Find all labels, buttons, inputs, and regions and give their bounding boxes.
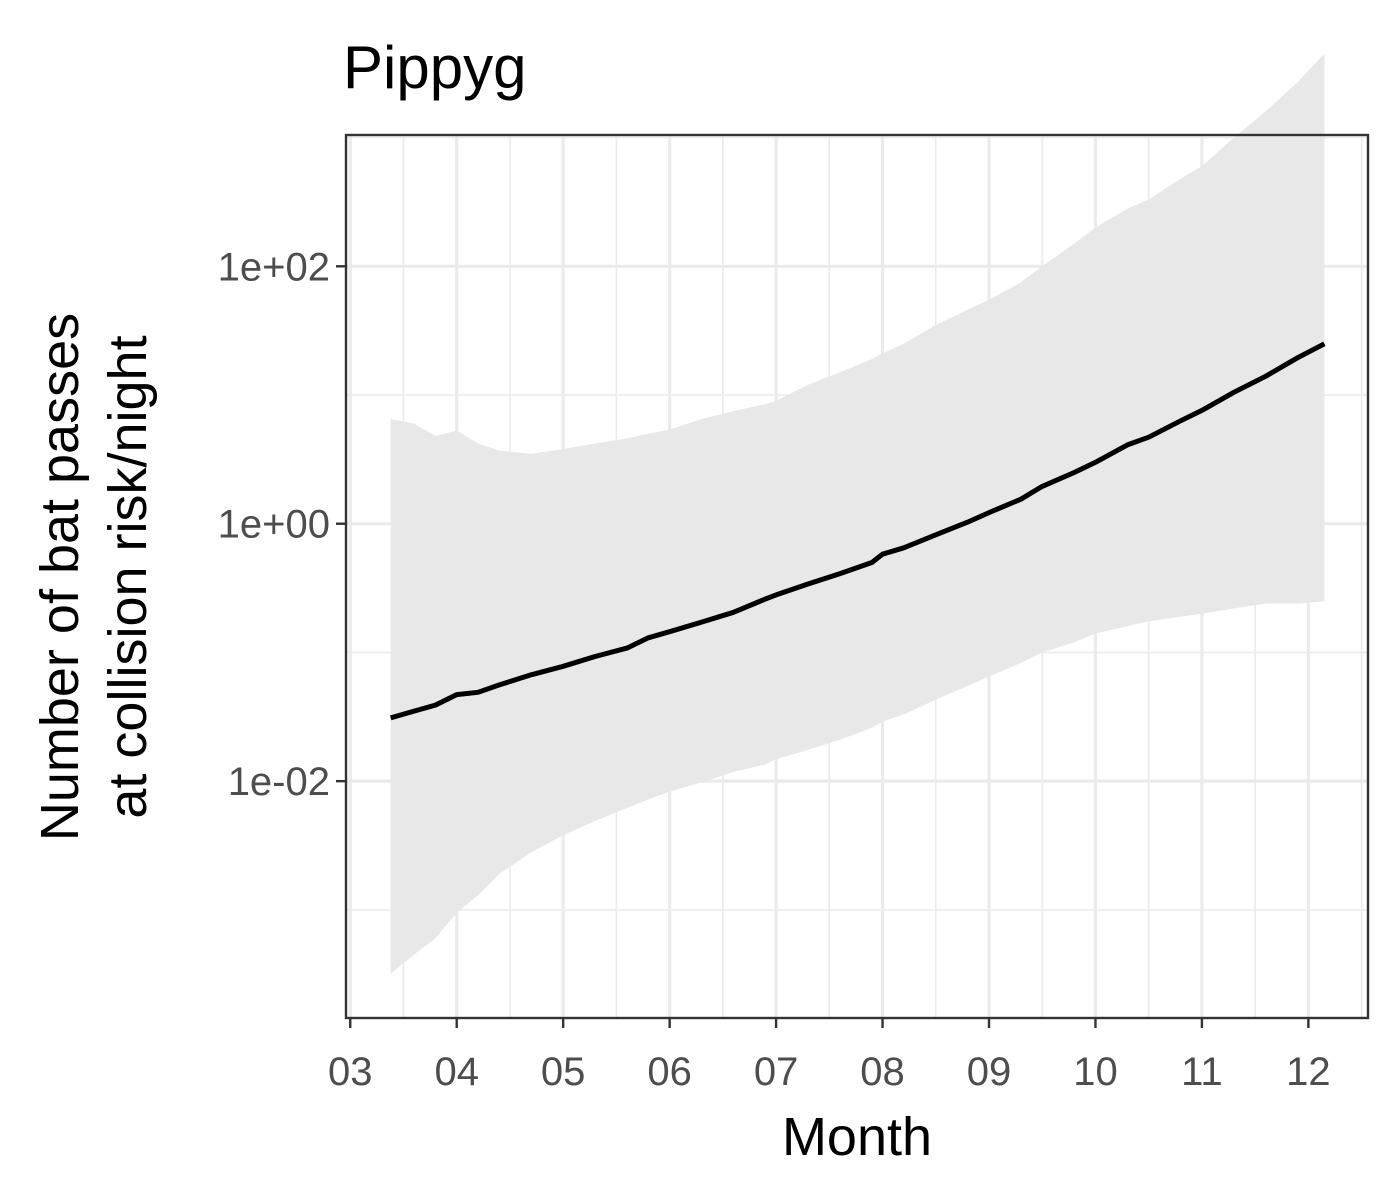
x-tick-label: 03 xyxy=(328,1050,373,1094)
x-tick-label: 11 xyxy=(1181,1050,1223,1094)
x-tick-label: 09 xyxy=(967,1050,1012,1094)
y-tick-label: 1e+00 xyxy=(218,503,330,547)
x-tick-label: 08 xyxy=(860,1050,905,1094)
y-tick-label: 1e-02 xyxy=(228,760,330,804)
x-tick-label: 12 xyxy=(1286,1050,1331,1094)
y-axis-title-line-1: Number of bat passes xyxy=(30,313,90,841)
plot-panel-border xyxy=(344,133,1370,1020)
y-tick-label: 1e+02 xyxy=(218,245,330,289)
x-tick-label: 06 xyxy=(647,1050,692,1094)
x-tick-label: 04 xyxy=(434,1050,479,1094)
x-tick-label: 07 xyxy=(754,1050,799,1094)
y-axis-title-line-2: at collision risk/night xyxy=(98,335,158,818)
x-tick-label: 10 xyxy=(1073,1050,1118,1094)
x-axis: 03 04 05 06 07 08 09 10 11 12 xyxy=(328,1018,1331,1094)
x-tick-label: 05 xyxy=(541,1050,586,1094)
y-axis: 1e-02 1e+00 1e+02 xyxy=(218,245,346,804)
fit-line xyxy=(390,341,1326,721)
confidence-ribbon xyxy=(390,53,1325,974)
chart-title: Pippyg xyxy=(343,34,526,101)
x-axis-title: Month xyxy=(782,1107,932,1167)
